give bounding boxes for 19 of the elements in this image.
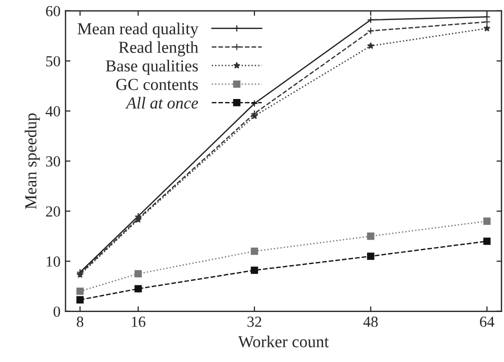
y-tick-label: 50 [46, 56, 60, 66]
y-tick-label: 30 [46, 156, 60, 167]
x-tick-label: 32 [248, 316, 262, 327]
x-tick-label: 48 [363, 316, 378, 327]
legend-label: Read length [118, 41, 198, 56]
legend-label: All at once [125, 96, 198, 109]
x-tick-label: 64 [480, 316, 494, 327]
x-axis-title: Worker count [238, 336, 329, 348]
legend-label: Base qualities [106, 60, 198, 75]
legend-label: GC contents [116, 78, 198, 90]
x-tick-label: 8 [76, 316, 84, 327]
legend-label: Mean read quality [78, 22, 198, 38]
y-axis-title: Mean speedup [24, 113, 40, 209]
y-tick-label: 20 [46, 206, 60, 217]
y-tick-label: 60 [46, 6, 60, 16]
y-tick-label: 40 [46, 106, 60, 116]
x-tick-label: 16 [132, 316, 146, 327]
y-tick-label: 0 [54, 306, 60, 317]
y-tick-label: 10 [46, 256, 60, 267]
